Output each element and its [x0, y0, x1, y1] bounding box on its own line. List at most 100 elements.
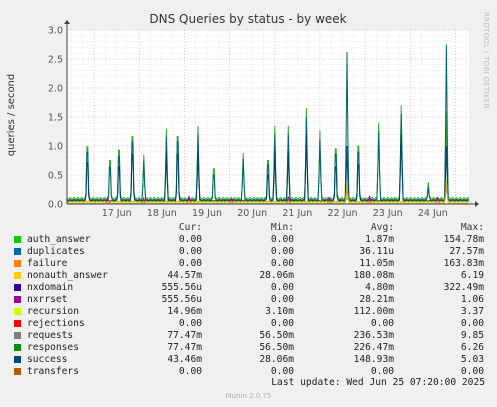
legend-max-value: 5.03 [460, 354, 484, 365]
y-tick-label: 2.0 [48, 84, 63, 95]
series-line-nonauth_answer [66, 185, 470, 203]
legend-header-max: Max: [460, 222, 484, 233]
legend-avg-value: 4.80m [365, 282, 394, 293]
legend-swatch [14, 308, 21, 315]
legend-avg-value: 1.87m [365, 234, 394, 245]
legend-row: requests 77.47m 56.50m 236.53m 9.85 [0, 330, 497, 342]
legend-cur-value: 0.00 [178, 366, 202, 377]
legend-min-value: 28.06m [259, 270, 294, 281]
legend-min-value: 28.06m [259, 354, 294, 365]
legend-max-value: 6.26 [460, 342, 484, 353]
legend-avg-value: 236.53m [353, 330, 394, 341]
legend-max-value: 3.37 [460, 306, 484, 317]
legend-swatch [14, 332, 21, 339]
legend-series-name: nxrrset [27, 294, 68, 305]
legend-row: transfers 0.00 0.00 0.00 0.00 [0, 366, 497, 378]
legend-min-value: 56.50m [259, 342, 294, 353]
legend-min-value: 3.10m [265, 306, 294, 317]
x-tick-label: 24 Jun [418, 208, 448, 219]
legend-avg-value: 112.00m [353, 306, 394, 317]
legend-header-cur: Cur: [178, 222, 202, 233]
y-tick-label: 0.0 [48, 200, 63, 211]
y-tick-labels: 0.0 0.5 1.0 1.5 2.0 2.5 3.0 [48, 26, 63, 211]
legend-row: auth_answer 0.00 0.00 1.87m 154.78m [0, 234, 497, 246]
legend-row: nonauth_answer 44.57m 28.06m 180.08m 6.19 [0, 270, 497, 282]
legend-swatch [14, 320, 21, 327]
legend-avg-value: 180.08m [353, 270, 394, 281]
legend-header-avg: Avg: [370, 222, 394, 233]
legend-swatch [14, 272, 21, 279]
y-tick-label: 0.5 [48, 171, 63, 182]
legend-max-value: 9.85 [460, 330, 484, 341]
legend-max-value: 154.78m [443, 234, 484, 245]
last-update-text: Last update: Wed Jun 25 07:20:00 2025 [271, 377, 485, 388]
x-tick-label: 17 Jun [102, 208, 132, 219]
legend-series-name: failure [27, 258, 68, 269]
x-tick-labels: 17 Jun 18 Jun 19 Jun 20 Jun 21 Jun 22 Jun 23 J… [102, 208, 448, 219]
legend-min-value: 0.00 [270, 294, 294, 305]
legend-series-name: requests [27, 330, 74, 341]
legend-min-value: 0.00 [270, 366, 294, 377]
legend-series-name: rejections [27, 318, 85, 329]
legend-swatch [14, 356, 21, 363]
y-tick-label: 1.0 [48, 142, 63, 153]
x-tick-label: 20 Jun [237, 208, 267, 219]
legend-series-name: duplicates [27, 246, 85, 257]
legend-min-value: 0.00 [270, 282, 294, 293]
legend-max-value: 0.00 [460, 366, 484, 377]
legend-max-value: 6.19 [460, 270, 484, 281]
y-tick-label: 3.0 [48, 26, 63, 37]
y-tick-label: 2.5 [48, 55, 63, 66]
legend-swatch [14, 368, 21, 375]
series-line-recursion [66, 180, 470, 204]
legend-row: nxdomain 555.56u 0.00 4.80m 322.49m [0, 282, 497, 294]
y-axis-arrow [64, 20, 70, 24]
legend-max-value: 0.00 [460, 318, 484, 329]
legend-header-min: Min: [270, 222, 294, 233]
legend-min-value: 0.00 [270, 258, 294, 269]
legend-max-value: 163.83m [443, 258, 484, 269]
legend-cur-value: 0.00 [178, 234, 202, 245]
chart-area: 0.0 0.5 1.0 1.5 2.0 2.5 3.0 17 Jun 18 Jun 19 Jun… [6, 12, 479, 219]
legend-min-value: 0.00 [270, 318, 294, 329]
legend-row: duplicates 0.00 0.00 36.11u 27.57m [0, 246, 497, 258]
legend-max-value: 27.57m [449, 246, 484, 257]
legend-cur-value: 0.00 [178, 258, 202, 269]
legend-row: recursion 14.96m 3.10m 112.00m 3.37 [0, 306, 497, 318]
legend-cur-value: 0.00 [178, 318, 202, 329]
series-group [66, 44, 470, 205]
x-axis-arrow [475, 201, 479, 207]
legend-series-name: recursion [27, 306, 79, 317]
x-tick-label: 21 Jun [282, 208, 312, 219]
legend-avg-value: 0.00 [370, 366, 394, 377]
chart-title: DNS Queries by status - by week [149, 12, 346, 26]
legend-row: responses 77.47m 56.50m 226.47m 6.26 [0, 342, 497, 354]
x-tick-label: 22 Jun [328, 208, 358, 219]
legend-row: rejections 0.00 0.00 0.00 0.00 [0, 318, 497, 330]
legend-avg-value: 148.93m [353, 354, 394, 365]
x-tick-label: 23 Jun [373, 208, 403, 219]
legend-max-value: 322.49m [443, 282, 484, 293]
legend-row: failure 0.00 0.00 11.05m 163.83m [0, 258, 497, 270]
legend-swatch [14, 296, 21, 303]
y-axis-label: queries / second [6, 74, 17, 156]
legend-series-name: transfers [27, 366, 79, 377]
legend-cur-value: 44.57m [167, 270, 202, 281]
legend-row: success 43.46m 28.06m 148.93m 5.03 [0, 354, 497, 366]
legend-cur-value: 77.47m [167, 330, 202, 341]
y-tick-label: 1.5 [48, 113, 63, 124]
legend-swatch [14, 344, 21, 351]
legend-cur-value: 77.47m [167, 342, 202, 353]
legend-series-name: success [27, 354, 68, 365]
legend-series-name: nxdomain [27, 282, 74, 293]
legend-header: Cur: Min: Avg: Max: [0, 222, 497, 234]
legend-min-value: 0.00 [270, 246, 294, 257]
legend-avg-value: 226.47m [353, 342, 394, 353]
legend-swatch [14, 284, 21, 291]
rrdtool-watermark: RRDTOOL / TOBI OETIKER [482, 12, 490, 109]
series-line-success [66, 134, 470, 203]
legend-series-name: nonauth_answer [27, 270, 108, 281]
legend-cur-value: 555.56u [161, 294, 202, 305]
legend-swatch [14, 248, 21, 255]
